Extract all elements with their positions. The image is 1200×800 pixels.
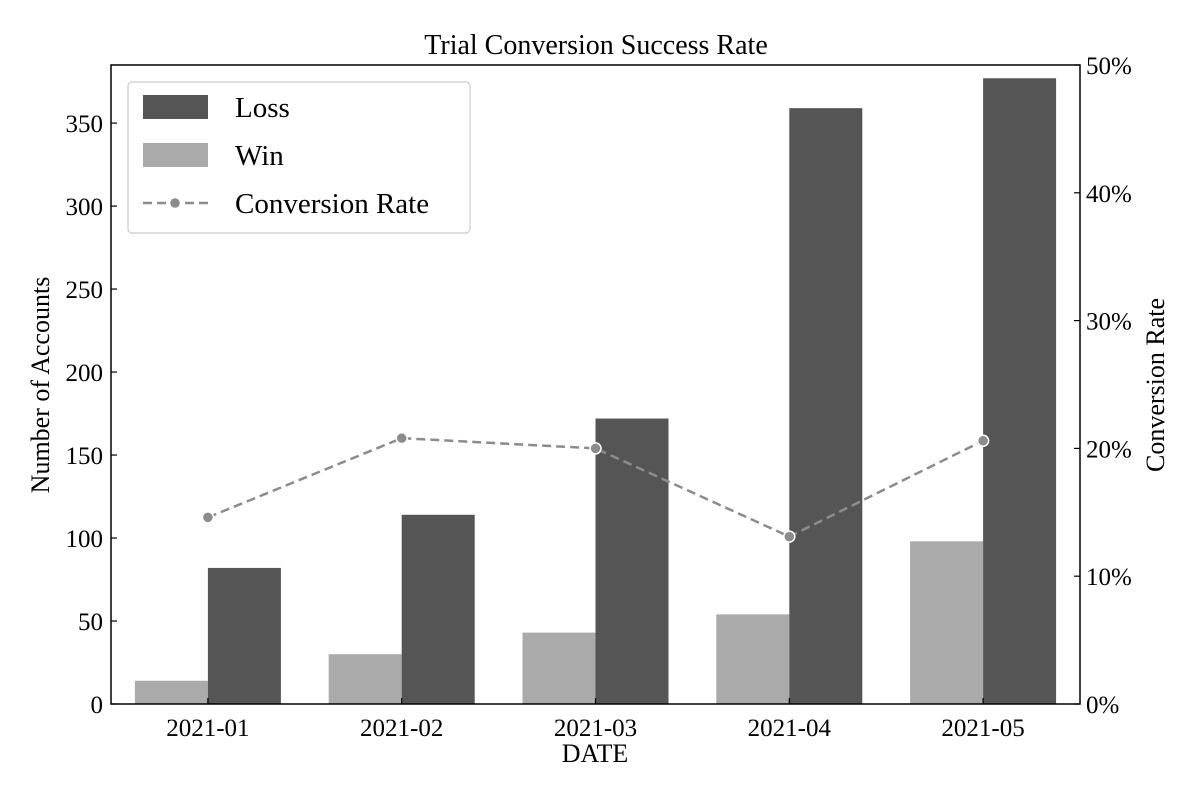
- y-tick-label: 200: [66, 360, 104, 387]
- plot-area: 2021-01 2021-02 2021-03 2021-04 2021-05 0 50 10…: [66, 53, 1132, 742]
- legend-label-loss: Loss: [235, 92, 290, 124]
- conversion-rate-line: [207, 436, 984, 538]
- bar-loss-2021-02: [401, 514, 475, 704]
- x-tick-label: 2021-02: [360, 715, 443, 742]
- bar-win-2021-03: [522, 632, 596, 704]
- conversion-rate-point-2021-05: [976, 434, 990, 447]
- legend-box: [127, 81, 471, 234]
- x-axis-label: DATE: [562, 739, 628, 768]
- x-tick-label: 2021-03: [554, 715, 637, 742]
- bar-win-2021-05: [910, 541, 984, 704]
- bar-loss-2021-04: [789, 108, 863, 704]
- y-tick-label: 0: [91, 692, 104, 719]
- y-axis-label: Number of Accounts: [26, 277, 55, 494]
- y2-tick-label: 50%: [1086, 53, 1132, 80]
- y-tick-label: 150: [66, 443, 104, 470]
- bar-win-2021-02: [328, 654, 402, 704]
- legend-swatch-win: [143, 143, 208, 167]
- y2-axis-label: Conversion Rate: [1141, 298, 1170, 472]
- x-tick-label: 2021-05: [941, 715, 1024, 742]
- legend: Loss Win Conversion Rate: [127, 81, 471, 234]
- conversion-rate-point-2021-01: [201, 511, 215, 524]
- chart-title: Trial Conversion Success Rate: [424, 30, 768, 61]
- bar-loss-2021-01: [207, 567, 281, 704]
- bar-loss-2021-05: [983, 78, 1057, 704]
- y2-tick-label: 0%: [1086, 692, 1119, 719]
- y-tick-label: 300: [66, 194, 104, 221]
- legend-marker-conversion-rate: [168, 196, 182, 210]
- legend-label-win: Win: [235, 140, 284, 172]
- y2-tick-label: 10%: [1086, 564, 1132, 591]
- y-tick-label: 350: [66, 111, 104, 138]
- conversion-rate-point-2021-03: [589, 442, 602, 455]
- y-tick-label: 100: [66, 526, 104, 553]
- legend-label-conversion-rate: Conversion Rate: [235, 188, 429, 220]
- legend-swatch-loss: [143, 95, 208, 119]
- y2-tick-label: 40%: [1086, 181, 1132, 208]
- y-tick-label: 250: [66, 277, 104, 304]
- y2-tick-label: 20%: [1086, 436, 1132, 463]
- plot-frame: [110, 64, 1081, 705]
- bar-win-2021-04: [716, 614, 790, 704]
- conversion-rate-point-2021-02: [395, 431, 408, 445]
- x-tick-label: 2021-04: [748, 715, 832, 742]
- conversion-rate-point-2021-04: [783, 530, 796, 543]
- bar-win-2021-01: [134, 680, 208, 704]
- x-tick-label: 2021-01: [166, 715, 249, 742]
- y2-tick-label: 30%: [1086, 309, 1132, 336]
- bar-loss-2021-03: [595, 418, 669, 704]
- y-tick-label: 50: [78, 609, 103, 636]
